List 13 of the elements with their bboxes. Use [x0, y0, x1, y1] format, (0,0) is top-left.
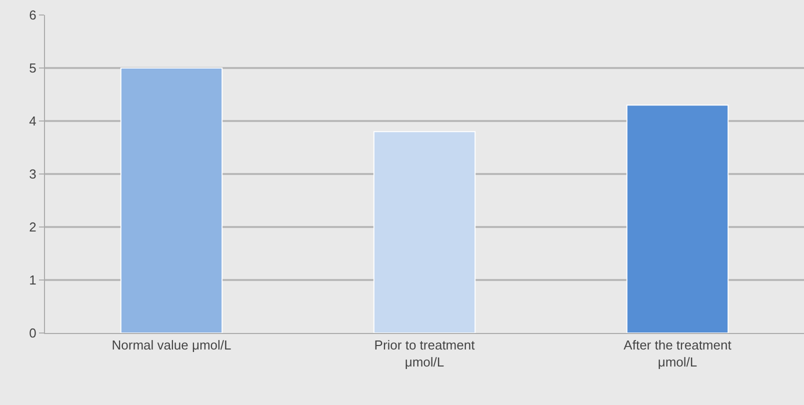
bar — [373, 131, 476, 333]
x-tick-label: Normal value μmol/L — [112, 338, 232, 353]
bar — [626, 104, 729, 333]
y-tick-label: 3 — [29, 166, 36, 182]
y-tick-label: 5 — [29, 60, 36, 76]
x-tick-label: Prior to treatment μmol/L — [374, 338, 476, 370]
y-tick-label: 0 — [29, 326, 36, 341]
y-tick-label: 6 — [29, 8, 36, 23]
y-tick-label: 2 — [29, 220, 36, 235]
bar — [120, 68, 223, 333]
x-tick-label: After the treatment μmol/L — [624, 338, 732, 370]
y-tick-label: 1 — [29, 272, 36, 288]
y-tick-label: 4 — [29, 114, 36, 129]
